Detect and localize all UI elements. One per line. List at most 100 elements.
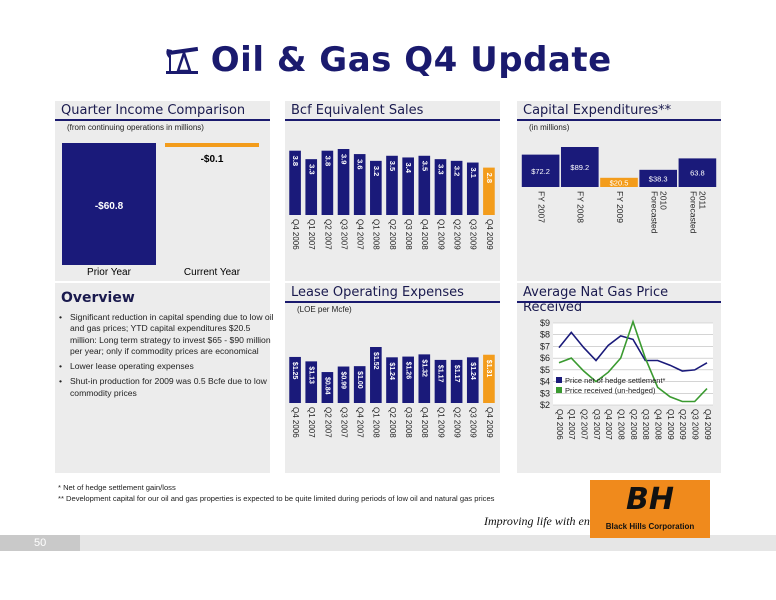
bcf-bar — [289, 150, 301, 215]
bcf-title: Bcf Equivalent Sales — [291, 103, 424, 118]
category-label: Q3 2007 — [592, 409, 601, 440]
loe-bar — [386, 357, 398, 403]
gas-title: Average Nat Gas Price Received — [523, 285, 669, 315]
page-title: Oil & Gas Q4 Update — [210, 40, 612, 80]
bcf-data-label: 3.2 — [372, 166, 381, 176]
gas-panel: Average Nat Gas Price Received $9 $8 $7 $6 $… — [517, 283, 721, 473]
income-current-bar — [165, 143, 259, 147]
loe-data-label: $1.17 — [437, 365, 444, 383]
loe-panel: Lease Operating Expenses (LOE per Mcfe) … — [285, 283, 500, 473]
legend-label: Price net of hedge settlement* — [565, 376, 666, 385]
loe-title-underline — [285, 301, 500, 303]
loe-bar — [370, 347, 382, 403]
bcf-data-label: 3.5 — [420, 161, 429, 171]
footer-bar-accent — [0, 535, 80, 551]
capex-data-label: $72.2 — [531, 167, 550, 176]
category-label: Q2 2008 — [629, 409, 638, 440]
loe-data-label: $1.00 — [356, 371, 363, 389]
bcf-chart: 3.8 Q4 2006 3.3 Q1 2007 3.8 Q2 2007 3.9 Q3 2007… — [289, 149, 495, 250]
category-label: Q4 2007 — [356, 219, 365, 250]
category-label: Q1 2007 — [307, 219, 316, 250]
bcf-bar — [353, 154, 366, 215]
legend-label: Price received (un-hedged) — [565, 386, 656, 395]
capex-data-label: $20.5 — [610, 178, 629, 187]
category-label: Q4 2006 — [555, 409, 564, 440]
category-label: Q4 2007 — [604, 409, 613, 440]
loe-bar — [353, 366, 366, 403]
page-number: 50 — [34, 537, 47, 549]
capex-data-label: $38.3 — [649, 174, 668, 183]
income-prior-bar — [62, 143, 156, 265]
bcf-bar — [418, 155, 431, 215]
category-label: Q1 2008 — [372, 219, 381, 250]
loe-data-label: $0.84 — [324, 377, 331, 395]
category-label: Q4 2007 — [356, 407, 365, 438]
bcf-data-label: 3.6 — [356, 159, 365, 169]
capex-title-underline — [517, 119, 721, 121]
category-label: Q4 2006 — [291, 219, 300, 250]
category-label: Q4 2006 — [291, 407, 300, 438]
category-label: Q3 2007 — [339, 219, 348, 250]
category-label: Q2 2007 — [580, 409, 589, 440]
bcf-data-label: 3.8 — [323, 156, 332, 166]
income-panel: Quarter Income Comparison (from continui… — [55, 101, 270, 281]
bcf-data-label: 3.3 — [436, 164, 445, 174]
income-current-label: Current Year — [183, 267, 241, 278]
bcf-bar — [483, 167, 495, 215]
bcf-data-label: 2.8 — [485, 173, 494, 183]
bcf-panel: Bcf Equivalent Sales 3.8 Q4 2006 3.3 Q1 200… — [285, 101, 500, 281]
category-label: FY 2008 — [576, 191, 586, 223]
category-label: Q4 2009 — [485, 407, 494, 438]
category-label: Q1 2009 — [666, 409, 675, 440]
overview-list: Significant reduction in capital spendin… — [58, 312, 278, 403]
loe-data-label: $0.99 — [340, 372, 347, 390]
bcf-bar — [386, 155, 398, 215]
category-label: Q4 2008 — [654, 409, 663, 440]
gas-series-line — [558, 319, 708, 403]
legend-swatch — [556, 377, 562, 383]
loe-data-label: $1.24 — [469, 362, 476, 380]
category-label: Forecasted — [689, 191, 699, 234]
loe-bar — [321, 372, 334, 403]
category-label: FY 2009 — [615, 191, 625, 223]
gas-chart: $9$8$7$6$5$4$3$2Q4 2006 Q1 2007 Q2 2007 Q3 … — [540, 318, 713, 440]
y-tick-label: $4 — [540, 377, 550, 387]
category-label: Q4 2009 — [485, 219, 494, 250]
category-label: Q2 2008 — [388, 407, 397, 438]
bcf-data-label: 3.5 — [388, 161, 397, 171]
logo-mark: BH — [626, 482, 674, 517]
bcf-title-underline — [285, 119, 500, 121]
gas-plot-area — [553, 323, 713, 405]
category-label: Q1 2009 — [436, 219, 445, 250]
bcf-data-label: 3.2 — [453, 166, 462, 176]
bcf-bar — [434, 159, 447, 215]
oil-pump-icon — [166, 46, 199, 74]
y-tick-label: $6 — [540, 353, 550, 363]
bcf-bar — [370, 160, 382, 215]
bcf-bar — [466, 162, 479, 215]
legend-swatch — [556, 387, 562, 393]
title-area: Oil & Gas Q4 Update — [0, 40, 776, 90]
category-label: Q1 2008 — [372, 407, 381, 438]
y-tick-label: $2 — [540, 400, 550, 410]
loe-data-label: $1.52 — [372, 352, 379, 370]
overview-title: Overview — [61, 290, 135, 306]
loe-title: Lease Operating Expenses — [291, 285, 464, 300]
income-title-underline — [55, 119, 270, 121]
capex-panel: Capital Expenditures** (in millions) $72… — [517, 101, 721, 281]
category-label: Q4 2008 — [420, 219, 429, 250]
category-label: Q3 2007 — [339, 407, 348, 438]
overview-bullet: Lower lease operating expenses — [58, 361, 278, 373]
bcf-bar — [321, 150, 334, 215]
capex-bar — [639, 169, 678, 187]
y-tick-label: $3 — [540, 388, 550, 398]
category-label: Q1 2009 — [436, 407, 445, 438]
loe-bar — [466, 357, 479, 403]
loe-bar — [305, 361, 318, 403]
bcf-bar — [305, 159, 318, 215]
loe-bar — [450, 359, 463, 403]
overview-bullet: Shut-in production for 2009 was 0.5 Bcfe… — [58, 376, 278, 399]
y-tick-label: $5 — [540, 365, 550, 375]
loe-data-label: $1.13 — [307, 366, 314, 384]
category-label: Q2 2007 — [323, 407, 332, 438]
